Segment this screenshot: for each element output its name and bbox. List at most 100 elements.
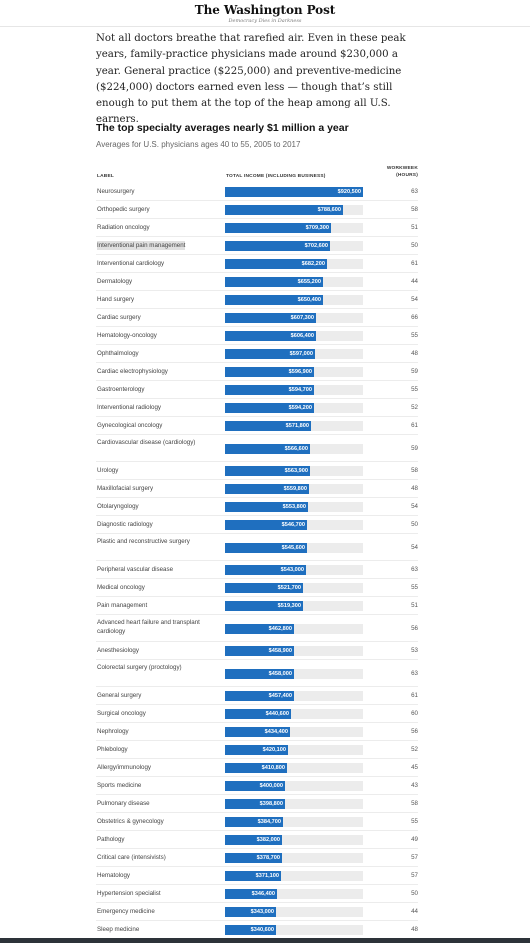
workweek-hours: 63 <box>411 669 418 677</box>
bar[interactable] <box>225 709 291 719</box>
bar[interactable] <box>225 421 311 431</box>
row-label: Advanced heart failure and transplant ca… <box>97 619 200 636</box>
bar[interactable] <box>225 835 282 845</box>
bar[interactable] <box>225 241 330 251</box>
bar[interactable] <box>225 313 316 323</box>
workweek-hours: 50 <box>411 890 418 897</box>
bar[interactable] <box>225 520 307 530</box>
bar-track: $607,300 <box>225 313 363 323</box>
bar-track: $594,700 <box>225 385 363 395</box>
bar[interactable] <box>225 367 314 377</box>
row-label: Interventional radiology <box>97 404 161 411</box>
table-row: Urology $563,900 58 <box>96 462 418 480</box>
bar-track: $420,100 <box>225 745 363 755</box>
workweek-hours: 63 <box>411 566 418 573</box>
column-header-hours: WORKWEEK (HOURS) <box>380 165 418 179</box>
row-label: Plastic and reconstructive surgery <box>97 538 190 545</box>
bar-track: $400,000 <box>225 781 363 791</box>
bar-track: $462,800 <box>225 623 363 634</box>
bar-value-label: $410,800 <box>261 765 285 771</box>
bar[interactable] <box>225 889 277 899</box>
site-logo[interactable]: The Washington Post <box>194 3 336 17</box>
workweek-hours: 61 <box>411 260 418 267</box>
bar[interactable] <box>225 601 303 611</box>
table-row: Hematology-oncology $606,400 55 <box>96 327 418 345</box>
article-paragraph: Not all doctors breathe that rarefied ai… <box>96 33 406 126</box>
table-row: Peripheral vascular disease $543,000 63 <box>96 561 418 579</box>
bar[interactable] <box>225 385 314 395</box>
row-label: General surgery <box>97 692 142 699</box>
bar[interactable] <box>225 443 310 454</box>
bar[interactable] <box>225 781 285 791</box>
bar[interactable] <box>225 542 307 553</box>
bar[interactable] <box>225 668 294 679</box>
bar[interactable] <box>225 623 294 634</box>
bar[interactable] <box>225 502 308 512</box>
row-label: Hand surgery <box>97 296 135 303</box>
bar[interactable] <box>225 763 287 773</box>
row-label: Pulmonary disease <box>97 800 150 807</box>
bar[interactable] <box>225 403 314 413</box>
bar[interactable] <box>225 466 310 476</box>
bar-value-label: $346,400 <box>251 891 275 897</box>
bar[interactable] <box>225 799 285 809</box>
bar-value-label: $559,800 <box>283 486 307 492</box>
bar[interactable] <box>225 691 294 701</box>
workweek-hours: 55 <box>411 818 418 825</box>
bar-track: $563,900 <box>225 466 363 476</box>
bar-value-label: $563,900 <box>284 468 308 474</box>
table-row: Allergy/immunology $410,800 45 <box>96 759 418 777</box>
bar-value-label: $545,600 <box>281 544 305 551</box>
bar-track: $440,600 <box>225 709 363 719</box>
row-label: Allergy/immunology <box>97 764 151 771</box>
bar[interactable] <box>225 349 315 359</box>
bar[interactable] <box>225 907 276 917</box>
workweek-hours: 55 <box>411 584 418 591</box>
bar[interactable] <box>225 925 276 935</box>
workweek-hours: 52 <box>411 404 418 411</box>
chart-subtitle: Averages for U.S. physicians ages 40 to … <box>96 140 301 149</box>
bar[interactable] <box>225 295 323 305</box>
bar[interactable] <box>225 646 294 656</box>
bar[interactable] <box>225 484 309 494</box>
bar[interactable] <box>225 871 281 881</box>
workweek-hours: 57 <box>411 872 418 879</box>
bar-track: $346,400 <box>225 889 363 899</box>
bar[interactable] <box>225 583 303 593</box>
bar[interactable] <box>225 565 306 575</box>
bar[interactable] <box>225 853 282 863</box>
bar[interactable] <box>225 817 283 827</box>
workweek-hours: 52 <box>411 746 418 753</box>
bar[interactable] <box>225 727 290 737</box>
bar[interactable] <box>225 187 363 197</box>
workweek-hours: 58 <box>411 800 418 807</box>
workweek-hours: 56 <box>411 728 418 735</box>
bar-track: $434,400 <box>225 727 363 737</box>
bar-value-label: $420,100 <box>262 747 286 753</box>
bar[interactable] <box>225 277 323 287</box>
workweek-hours: 56 <box>411 624 418 632</box>
table-row: Cardiac surgery $607,300 66 <box>96 309 418 327</box>
workweek-hours: 54 <box>411 503 418 510</box>
row-label: Gastroenterology <box>97 386 145 393</box>
bar-track: $398,800 <box>225 799 363 809</box>
row-label: Sleep medicine <box>97 926 140 933</box>
row-label: Hematology <box>97 872 131 879</box>
table-row: Sports medicine $400,000 43 <box>96 777 418 795</box>
bar[interactable] <box>225 205 343 215</box>
row-label: Emergency medicine <box>97 908 155 915</box>
bar-track: $521,700 <box>225 583 363 593</box>
bar[interactable] <box>225 331 316 341</box>
bar[interactable] <box>225 223 331 233</box>
bar[interactable] <box>225 745 288 755</box>
bar-value-label: $521,700 <box>277 585 301 591</box>
workweek-hours: 53 <box>411 647 418 654</box>
workweek-hours: 55 <box>411 332 418 339</box>
workweek-hours: 60 <box>411 710 418 717</box>
table-row: Cardiac electrophysiology $596,900 59 <box>96 363 418 381</box>
table-row: Surgical oncology $440,600 60 <box>96 705 418 723</box>
workweek-hours: 59 <box>411 368 418 375</box>
bar[interactable] <box>225 259 327 269</box>
table-row: Pain management $519,300 51 <box>96 597 418 615</box>
row-label: Cardiac electrophysiology <box>97 368 168 375</box>
